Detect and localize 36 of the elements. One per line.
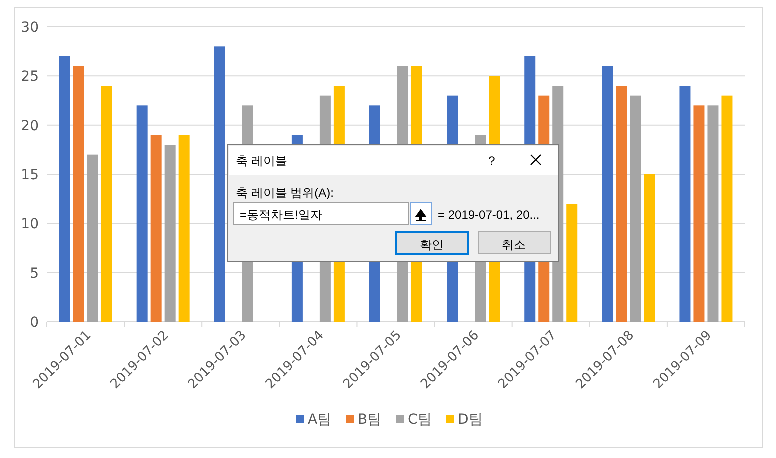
bar [214, 46, 226, 322]
bar [616, 86, 628, 322]
y-tick-label: 25 [21, 69, 39, 86]
bar [722, 96, 733, 322]
bar [708, 106, 719, 322]
annotation: = 2019-07-01, 20... [438, 208, 540, 222]
annotation: 취소 [502, 238, 526, 252]
bar [73, 66, 84, 322]
bar [178, 135, 190, 322]
bar [59, 56, 70, 322]
annotation: 축 레이블 [236, 154, 288, 168]
annotation: 확인 [420, 238, 444, 252]
bar [680, 86, 691, 322]
bar [87, 154, 98, 322]
bar [150, 135, 162, 322]
annotation: 축 레이블 범위(A): [236, 186, 334, 200]
annotation: ? [488, 154, 496, 168]
legend-label: A팀 [308, 412, 332, 428]
legend-label: D팀 [458, 412, 483, 428]
y-tick-label: 0 [30, 315, 39, 331]
annotation: =동적차트!일자 [240, 208, 322, 222]
bar [136, 106, 148, 322]
legend-label: B팀 [358, 412, 382, 428]
y-tick-label: 5 [30, 266, 39, 282]
bar [566, 204, 578, 322]
legend-label: C팀 [408, 412, 432, 428]
y-tick-label: 20 [21, 118, 39, 134]
y-tick-label: 10 [21, 216, 39, 233]
bar [630, 96, 642, 322]
bar [101, 86, 112, 322]
bar [694, 106, 705, 322]
y-tick-label: 30 [21, 20, 39, 36]
bar [644, 174, 656, 322]
bar [602, 66, 614, 322]
y-tick-label: 15 [21, 168, 39, 184]
bar [164, 145, 176, 322]
